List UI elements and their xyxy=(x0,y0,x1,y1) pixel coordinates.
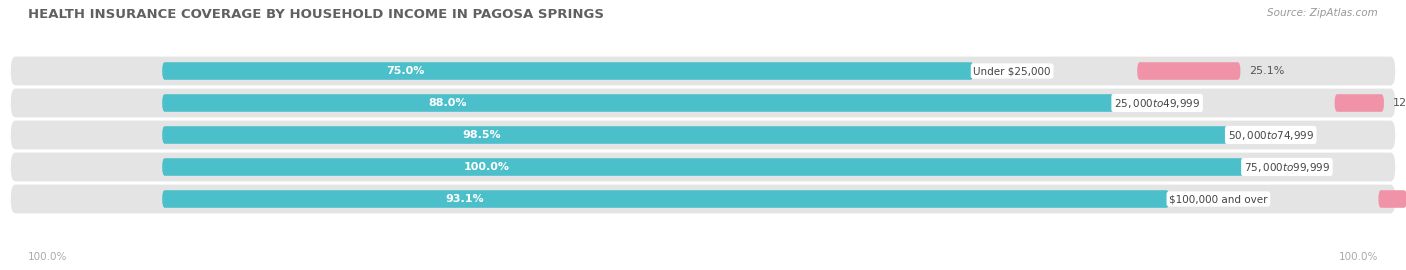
Text: $100,000 and over: $100,000 and over xyxy=(1170,194,1268,204)
Text: HEALTH INSURANCE COVERAGE BY HOUSEHOLD INCOME IN PAGOSA SPRINGS: HEALTH INSURANCE COVERAGE BY HOUSEHOLD I… xyxy=(28,8,605,21)
FancyBboxPatch shape xyxy=(162,62,973,80)
Text: 88.0%: 88.0% xyxy=(429,98,467,108)
Text: $25,000 to $49,999: $25,000 to $49,999 xyxy=(1114,96,1201,110)
FancyBboxPatch shape xyxy=(11,153,1395,181)
Text: 98.5%: 98.5% xyxy=(463,130,501,140)
Text: $75,000 to $99,999: $75,000 to $99,999 xyxy=(1244,160,1330,174)
FancyBboxPatch shape xyxy=(162,190,1170,208)
FancyBboxPatch shape xyxy=(11,121,1395,149)
Text: Source: ZipAtlas.com: Source: ZipAtlas.com xyxy=(1267,8,1378,18)
Text: 100.0%: 100.0% xyxy=(28,252,67,262)
FancyBboxPatch shape xyxy=(11,185,1395,213)
Text: 100.0%: 100.0% xyxy=(1339,252,1378,262)
FancyBboxPatch shape xyxy=(1137,62,1240,80)
Text: 100.0%: 100.0% xyxy=(464,162,510,172)
Text: 75.0%: 75.0% xyxy=(387,66,425,76)
FancyBboxPatch shape xyxy=(162,94,1114,112)
FancyBboxPatch shape xyxy=(11,57,1395,85)
Text: Under $25,000: Under $25,000 xyxy=(973,66,1050,76)
Text: 25.1%: 25.1% xyxy=(1249,66,1285,76)
FancyBboxPatch shape xyxy=(162,158,1244,176)
FancyBboxPatch shape xyxy=(11,89,1395,117)
FancyBboxPatch shape xyxy=(1334,94,1384,112)
FancyBboxPatch shape xyxy=(162,126,1227,144)
FancyBboxPatch shape xyxy=(1378,190,1406,208)
Text: 93.1%: 93.1% xyxy=(444,194,484,204)
Text: $50,000 to $74,999: $50,000 to $74,999 xyxy=(1227,129,1313,141)
Text: 12.0%: 12.0% xyxy=(1392,98,1406,108)
